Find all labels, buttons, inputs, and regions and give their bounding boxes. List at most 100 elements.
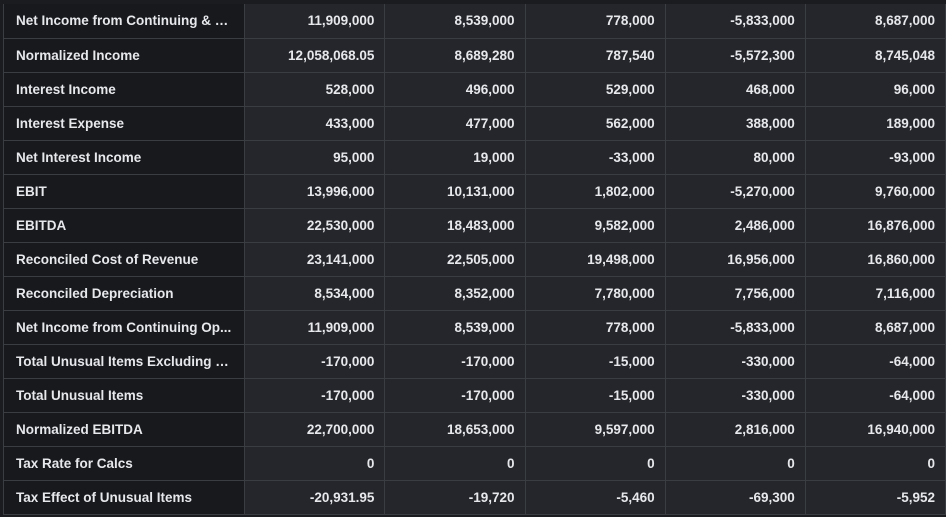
table-cell: 433,000: [244, 105, 386, 141]
table-cell: 0: [244, 445, 386, 481]
table-cell: 0: [664, 445, 806, 481]
row-label: Net Income from Continuing Op...: [3, 309, 246, 345]
table-cell: -5,952: [804, 479, 946, 515]
table-cell: 528,000: [244, 71, 386, 107]
table-cell: -170,000: [244, 377, 386, 413]
table-row: Reconciled Cost of Revenue 23,141,000 22…: [3, 241, 946, 277]
table-cell: 562,000: [524, 105, 666, 141]
table-cell: 7,116,000: [804, 275, 946, 311]
table-cell: -170,000: [244, 343, 386, 379]
row-label: Tax Rate for Calcs: [3, 445, 246, 481]
table-cell: 80,000: [664, 139, 806, 175]
table-cell: -170,000: [384, 377, 526, 413]
table-cell: 8,689,280: [384, 37, 526, 73]
table-row: Net Income from Continuing Op... 11,909,…: [3, 309, 946, 345]
table-cell: -170,000: [384, 343, 526, 379]
row-label: Interest Expense: [3, 105, 246, 141]
table-cell: 189,000: [804, 105, 946, 141]
table-cell: 778,000: [524, 4, 666, 39]
table-cell: -5,833,000: [664, 4, 806, 39]
table-cell: 16,876,000: [804, 207, 946, 243]
table-cell: -330,000: [664, 343, 806, 379]
table-row: Total Unusual Items -170,000 -170,000 -1…: [3, 377, 946, 413]
table-cell: 529,000: [524, 71, 666, 107]
table-cell: -5,460: [524, 479, 666, 515]
table-row: Tax Rate for Calcs 0 0 0 0 0: [3, 445, 946, 481]
table-row: Reconciled Depreciation 8,534,000 8,352,…: [3, 275, 946, 311]
financials-table: Net Income from Continuing & D... 11,909…: [3, 4, 946, 515]
financials-table-container[interactable]: Net Income from Continuing & D... 11,909…: [3, 4, 946, 517]
table-cell: 8,745,048: [804, 37, 946, 73]
table-cell: 8,687,000: [804, 4, 946, 39]
table-row: Normalized EBITDA 22,700,000 18,653,000 …: [3, 411, 946, 447]
table-cell: -19,720: [384, 479, 526, 515]
table-cell: 22,700,000: [244, 411, 386, 447]
table-cell: 9,597,000: [524, 411, 666, 447]
table-row: EBITDA 22,530,000 18,483,000 9,582,000 2…: [3, 207, 946, 243]
table-cell: 11,909,000: [244, 4, 386, 39]
table-cell: 22,530,000: [244, 207, 386, 243]
table-cell: 8,539,000: [384, 4, 526, 39]
table-cell: 8,539,000: [384, 309, 526, 345]
row-label: Net Income from Continuing & D...: [3, 4, 246, 39]
table-cell: -5,270,000: [664, 173, 806, 209]
row-label: Normalized EBITDA: [3, 411, 246, 447]
table-cell: 7,756,000: [664, 275, 806, 311]
row-label: Reconciled Cost of Revenue: [3, 241, 246, 277]
row-label: Tax Effect of Unusual Items: [3, 479, 246, 515]
table-cell: -5,572,300: [664, 37, 806, 73]
table-cell: 2,816,000: [664, 411, 806, 447]
row-label: Net Interest Income: [3, 139, 246, 175]
table-cell: 96,000: [804, 71, 946, 107]
table-cell: 496,000: [384, 71, 526, 107]
table-cell: 477,000: [384, 105, 526, 141]
row-label: Reconciled Depreciation: [3, 275, 246, 311]
table-cell: 10,131,000: [384, 173, 526, 209]
table-row: Tax Effect of Unusual Items -20,931.95 -…: [3, 479, 946, 515]
table-cell: 13,996,000: [244, 173, 386, 209]
table-row: Total Unusual Items Excluding G... -170,…: [3, 343, 946, 379]
row-label: Total Unusual Items: [3, 377, 246, 413]
table-cell: 16,860,000: [804, 241, 946, 277]
table-cell: 2,486,000: [664, 207, 806, 243]
row-label: EBIT: [3, 173, 246, 209]
table-cell: 1,802,000: [524, 173, 666, 209]
table-cell: 11,909,000: [244, 309, 386, 345]
table-cell: 12,058,068.05: [244, 37, 386, 73]
row-label: Normalized Income: [3, 37, 246, 73]
table-row: Interest Income 528,000 496,000 529,000 …: [3, 71, 946, 107]
table-cell: -15,000: [524, 343, 666, 379]
table-cell: 0: [524, 445, 666, 481]
row-label: Total Unusual Items Excluding G...: [3, 343, 246, 379]
table-row: Interest Expense 433,000 477,000 562,000…: [3, 105, 946, 141]
table-cell: -93,000: [804, 139, 946, 175]
table-row: Net Income from Continuing & D... 11,909…: [3, 4, 946, 39]
table-cell: 16,940,000: [804, 411, 946, 447]
table-cell: 95,000: [244, 139, 386, 175]
table-cell: 16,956,000: [664, 241, 806, 277]
table-cell: -15,000: [524, 377, 666, 413]
table-cell: 18,653,000: [384, 411, 526, 447]
financials-table-body: Net Income from Continuing & D... 11,909…: [3, 4, 946, 515]
table-cell: 7,780,000: [524, 275, 666, 311]
table-row: Normalized Income 12,058,068.05 8,689,28…: [3, 37, 946, 73]
table-row: Net Interest Income 95,000 19,000 -33,00…: [3, 139, 946, 175]
table-cell: -330,000: [664, 377, 806, 413]
table-cell: 19,498,000: [524, 241, 666, 277]
table-cell: -69,300: [664, 479, 806, 515]
table-cell: 0: [804, 445, 946, 481]
row-label: EBITDA: [3, 207, 246, 243]
table-row: EBIT 13,996,000 10,131,000 1,802,000 -5,…: [3, 173, 946, 209]
table-cell: 787,540: [524, 37, 666, 73]
table-cell: 18,483,000: [384, 207, 526, 243]
table-cell: 9,760,000: [804, 173, 946, 209]
table-cell: 22,505,000: [384, 241, 526, 277]
table-cell: -64,000: [804, 343, 946, 379]
table-cell: 19,000: [384, 139, 526, 175]
table-cell: -5,833,000: [664, 309, 806, 345]
table-cell: 8,534,000: [244, 275, 386, 311]
table-cell: 388,000: [664, 105, 806, 141]
table-cell: 23,141,000: [244, 241, 386, 277]
table-cell: -20,931.95: [244, 479, 386, 515]
table-cell: 778,000: [524, 309, 666, 345]
